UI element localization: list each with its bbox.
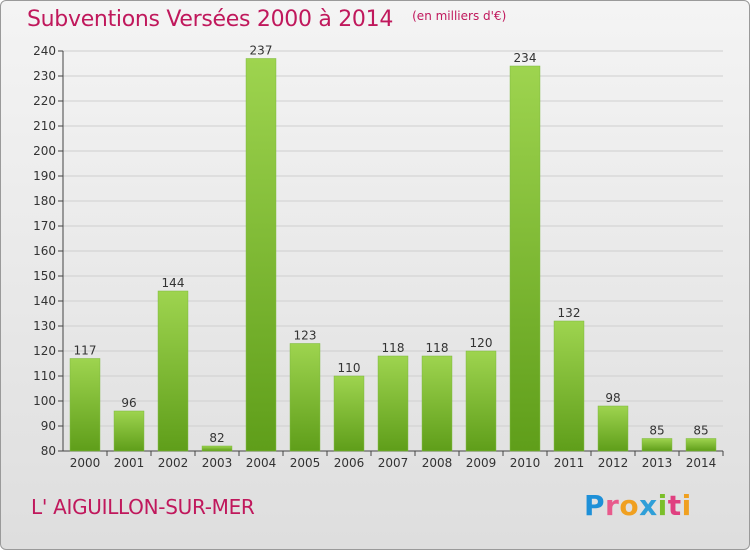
- bar: [201, 445, 233, 452]
- y-tick-label: 210: [33, 119, 56, 133]
- y-tick-label: 240: [33, 44, 56, 58]
- bar: [685, 438, 717, 452]
- logo-letter: o: [619, 489, 640, 522]
- bar: [69, 358, 101, 452]
- y-tick-label: 170: [33, 219, 56, 233]
- data-label: 237: [250, 44, 273, 58]
- y-tick-label: 200: [33, 144, 56, 158]
- x-tick-label: 2006: [334, 456, 365, 470]
- x-tick-label: 2003: [202, 456, 233, 470]
- bar: [641, 438, 673, 452]
- data-label: 132: [558, 306, 581, 320]
- bar: [597, 405, 629, 452]
- logo-letter: x: [639, 489, 658, 522]
- bar: [421, 355, 453, 452]
- y-tick-label: 160: [33, 244, 56, 258]
- x-tick-label: 2007: [378, 456, 409, 470]
- logo-letter: P: [584, 489, 606, 522]
- x-tick-label: 2013: [642, 456, 673, 470]
- bar: [157, 290, 189, 452]
- x-tick-label: 2000: [70, 456, 101, 470]
- bar: [465, 350, 497, 452]
- logo-letter: i: [657, 489, 668, 522]
- bar: [289, 343, 321, 452]
- x-tick-label: 2008: [422, 456, 453, 470]
- y-tick-label: 130: [33, 319, 56, 333]
- logo-letter: r: [605, 489, 620, 522]
- y-tick-label: 80: [41, 444, 56, 458]
- x-tick-label: 2004: [246, 456, 277, 470]
- bar: [553, 320, 585, 452]
- x-tick-label: 2001: [114, 456, 145, 470]
- proxiti-logo: Proxiti: [584, 489, 692, 522]
- data-label: 234: [514, 51, 537, 65]
- bar: [509, 65, 541, 452]
- data-label: 120: [470, 336, 493, 350]
- y-tick-label: 150: [33, 269, 56, 283]
- x-tick-label: 2010: [510, 456, 541, 470]
- y-tick-label: 100: [33, 394, 56, 408]
- data-label: 96: [121, 396, 136, 410]
- logo-letter: i: [681, 489, 692, 522]
- logo-letter: t: [667, 489, 682, 522]
- x-tick-label: 2014: [686, 456, 717, 470]
- data-label: 85: [693, 424, 708, 438]
- x-tick-label: 2002: [158, 456, 189, 470]
- y-tick-label: 140: [33, 294, 56, 308]
- y-tick-label: 90: [41, 419, 56, 433]
- y-tick-label: 180: [33, 194, 56, 208]
- data-label: 85: [649, 424, 664, 438]
- x-tick-label: 2011: [554, 456, 585, 470]
- data-label: 110: [338, 361, 361, 375]
- y-tick-label: 220: [33, 94, 56, 108]
- data-label: 98: [605, 391, 620, 405]
- data-label: 123: [294, 329, 317, 343]
- y-tick-label: 230: [33, 69, 56, 83]
- data-label: 117: [74, 344, 97, 358]
- chart-title: Subventions Versées 2000 à 2014: [27, 7, 394, 32]
- y-tick-label: 120: [33, 344, 56, 358]
- chart-header: Subventions Versées 2000 à 2014 (en mill…: [27, 7, 506, 32]
- data-label: 144: [162, 276, 185, 290]
- data-label: 82: [209, 431, 224, 445]
- x-tick-label: 2009: [466, 456, 497, 470]
- bar: [245, 58, 277, 452]
- bar: [377, 355, 409, 452]
- y-tick-label: 190: [33, 169, 56, 183]
- chart-unit: (en milliers d'€): [412, 9, 507, 23]
- data-label: 118: [426, 341, 449, 355]
- y-tick-label: 110: [33, 369, 56, 383]
- bar: [113, 410, 145, 452]
- data-label: 118: [382, 341, 405, 355]
- place-name: L' AIGUILLON-SUR-MER: [31, 495, 255, 519]
- x-tick-label: 2005: [290, 456, 321, 470]
- bar: [333, 375, 365, 452]
- x-tick-label: 2012: [598, 456, 629, 470]
